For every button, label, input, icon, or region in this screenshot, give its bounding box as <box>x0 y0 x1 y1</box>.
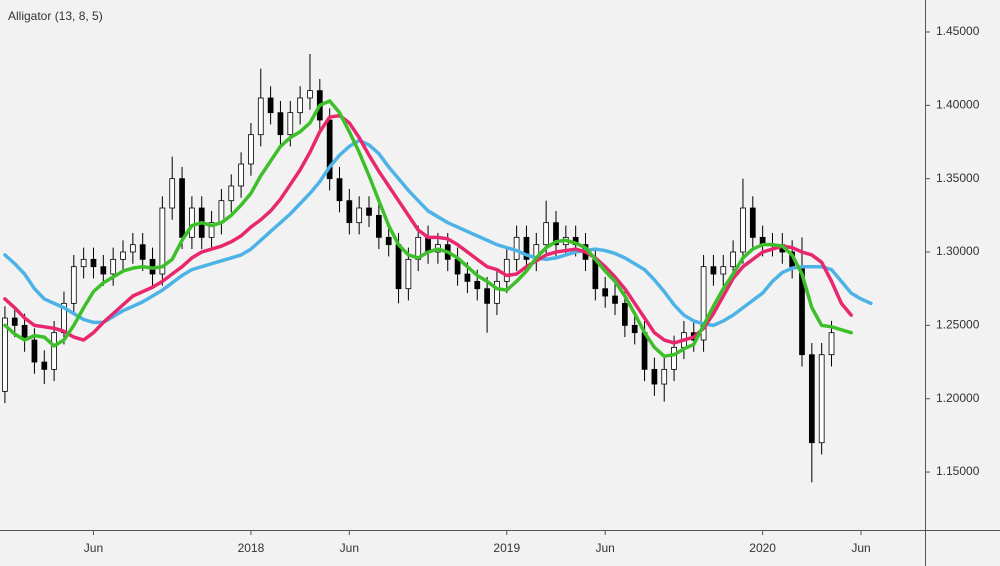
x-tick-label: 2019 <box>493 541 520 555</box>
candle-body <box>661 368 668 385</box>
candle-body <box>808 354 815 444</box>
candle-body <box>336 178 343 202</box>
candle-body <box>307 90 313 99</box>
candle-body <box>110 258 117 275</box>
candle-body <box>267 97 274 114</box>
candle-body <box>553 222 559 246</box>
alligator-line <box>3 138 873 328</box>
candle-body <box>297 97 303 114</box>
candle-body <box>651 368 658 385</box>
candle-body <box>129 244 136 253</box>
y-tick-label: 1.30000 <box>936 244 980 258</box>
candle-body <box>169 178 176 209</box>
candle-body <box>51 332 57 370</box>
candle-body <box>395 244 402 290</box>
y-tick-label: 1.40000 <box>936 97 980 111</box>
candle-body <box>120 251 126 260</box>
candle-body <box>80 258 87 268</box>
y-tick-label: 1.25000 <box>936 318 980 332</box>
candle-body <box>100 266 107 275</box>
y-tick-label: 1.35000 <box>936 171 980 185</box>
candle-body <box>287 112 294 136</box>
candle-body <box>179 178 185 238</box>
candle-body <box>238 163 244 187</box>
candle-body <box>366 207 372 216</box>
x-tick-label: 2020 <box>749 541 776 555</box>
chart-title: Alligator (13, 8, 5) <box>8 9 103 23</box>
candle-body <box>464 273 471 282</box>
y-tick-label: 1.20000 <box>936 391 980 405</box>
x-tick-label: Jun <box>84 541 103 555</box>
candle-body <box>494 280 500 304</box>
candle-body <box>602 288 609 297</box>
alligator-line <box>3 113 853 345</box>
candle-body <box>818 354 825 444</box>
candle-body <box>139 244 146 260</box>
candle-body <box>356 207 363 224</box>
candle-body <box>41 361 48 370</box>
candle-body <box>484 288 490 304</box>
candle-body <box>70 266 77 304</box>
candle-body <box>90 258 97 268</box>
y-tick-label: 1.15000 <box>936 464 980 478</box>
candle-body <box>346 200 353 224</box>
candle-body <box>740 207 746 253</box>
candle-body <box>474 280 481 290</box>
y-tick-label: 1.45000 <box>936 24 980 38</box>
candle-body <box>385 236 392 246</box>
candle-body <box>2 317 8 392</box>
candle-body <box>189 207 195 238</box>
candle-body <box>720 266 727 275</box>
candle-body <box>622 302 628 326</box>
x-tick-label: Jun <box>851 541 870 555</box>
candle-body <box>375 214 382 238</box>
x-tick-label: 2018 <box>238 541 265 555</box>
candle-body <box>277 112 284 136</box>
candle-body <box>405 258 412 290</box>
candle-body <box>248 134 254 165</box>
candle-body <box>208 222 215 238</box>
candle-body <box>11 317 18 326</box>
x-tick-label: Jun <box>596 541 615 555</box>
candle-body <box>503 258 510 282</box>
candle-body <box>828 332 835 356</box>
candle-body <box>612 295 618 304</box>
candle-body <box>730 251 736 268</box>
alligator-line <box>3 99 853 358</box>
candle-body <box>543 222 550 246</box>
candle-body <box>228 185 235 202</box>
candle-body <box>631 324 638 334</box>
candle-body <box>710 266 717 275</box>
candle-body <box>671 346 677 370</box>
candle-body <box>159 207 166 275</box>
candle-body <box>700 266 707 341</box>
candle-body <box>749 207 756 238</box>
candle-body <box>31 339 38 363</box>
x-tick-label: Jun <box>340 541 359 555</box>
candle-body <box>257 97 264 136</box>
candle-body <box>523 236 530 260</box>
